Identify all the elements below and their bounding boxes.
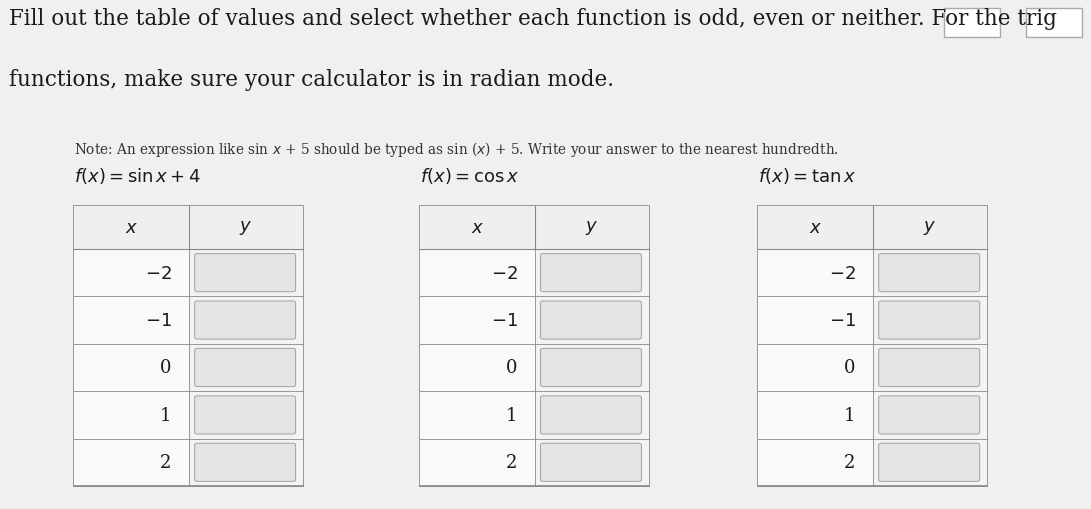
Text: 0: 0 [844, 359, 855, 377]
Bar [189, 297, 303, 344]
FancyBboxPatch shape [540, 349, 642, 387]
Bar [535, 297, 649, 344]
Text: $-1$: $-1$ [145, 312, 171, 329]
Bar [758, 206, 987, 486]
Text: $x$: $x$ [808, 219, 823, 237]
Bar [74, 344, 189, 391]
Bar [758, 344, 873, 391]
FancyBboxPatch shape [878, 301, 980, 340]
Text: 1: 1 [844, 406, 855, 424]
Text: 2: 2 [160, 454, 171, 471]
Text: $-1$: $-1$ [829, 312, 855, 329]
FancyBboxPatch shape [194, 443, 296, 482]
Bar [420, 249, 535, 297]
Text: 2: 2 [844, 454, 855, 471]
Bar [420, 439, 535, 486]
FancyBboxPatch shape [194, 301, 296, 340]
Text: Note: An expression like sin $x$ + 5 should be typed as sin ($x$) + 5. Write you: Note: An expression like sin $x$ + 5 sho… [74, 140, 839, 159]
Text: $-1$: $-1$ [491, 312, 517, 329]
Bar [873, 344, 987, 391]
Text: $-2$: $-2$ [145, 264, 171, 282]
Text: 1: 1 [506, 406, 517, 424]
Bar [189, 391, 303, 439]
Bar [1026, 9, 1082, 38]
Bar [74, 391, 189, 439]
FancyBboxPatch shape [540, 396, 642, 434]
FancyBboxPatch shape [540, 301, 642, 340]
Bar [535, 344, 649, 391]
Text: $f(x) = \tan x$: $f(x) = \tan x$ [758, 166, 856, 186]
Bar [74, 206, 303, 249]
Bar [758, 439, 873, 486]
FancyBboxPatch shape [878, 443, 980, 482]
Bar [535, 439, 649, 486]
Text: 0: 0 [506, 359, 517, 377]
Bar [74, 249, 189, 297]
Bar [74, 206, 303, 486]
Bar [189, 439, 303, 486]
Text: $x$: $x$ [470, 219, 484, 237]
Bar [420, 206, 649, 486]
Bar [758, 391, 873, 439]
Bar [420, 206, 649, 249]
Bar [758, 297, 873, 344]
FancyBboxPatch shape [194, 254, 296, 292]
Text: $f(x) = \cos x$: $f(x) = \cos x$ [420, 166, 519, 186]
FancyBboxPatch shape [878, 349, 980, 387]
Bar [758, 206, 987, 249]
Bar [420, 391, 535, 439]
Bar [74, 297, 189, 344]
Text: $-2$: $-2$ [491, 264, 517, 282]
FancyBboxPatch shape [194, 396, 296, 434]
Bar [189, 249, 303, 297]
Bar [420, 297, 535, 344]
FancyBboxPatch shape [878, 254, 980, 292]
FancyBboxPatch shape [194, 349, 296, 387]
Text: $y$: $y$ [585, 219, 599, 237]
Bar [873, 249, 987, 297]
Text: Fill out the table of values and select whether each function is odd, even or ne: Fill out the table of values and select … [9, 8, 1057, 30]
Text: 2: 2 [506, 454, 517, 471]
Bar [189, 344, 303, 391]
Text: $y$: $y$ [239, 219, 253, 237]
Text: functions, make sure your calculator is in radian mode.: functions, make sure your calculator is … [9, 69, 614, 91]
Text: $f(x) = \sin x + 4$: $f(x) = \sin x + 4$ [74, 166, 201, 186]
Bar [758, 249, 873, 297]
Bar [944, 9, 1000, 38]
Bar [873, 297, 987, 344]
Text: 0: 0 [160, 359, 171, 377]
Text: $x$: $x$ [124, 219, 139, 237]
Bar [74, 439, 189, 486]
FancyBboxPatch shape [878, 396, 980, 434]
FancyBboxPatch shape [540, 443, 642, 482]
Bar [535, 391, 649, 439]
Bar [535, 249, 649, 297]
Text: 1: 1 [160, 406, 171, 424]
Bar [873, 439, 987, 486]
FancyBboxPatch shape [540, 254, 642, 292]
Bar [420, 344, 535, 391]
Text: $-2$: $-2$ [829, 264, 855, 282]
Text: $y$: $y$ [923, 219, 937, 237]
Bar [873, 391, 987, 439]
